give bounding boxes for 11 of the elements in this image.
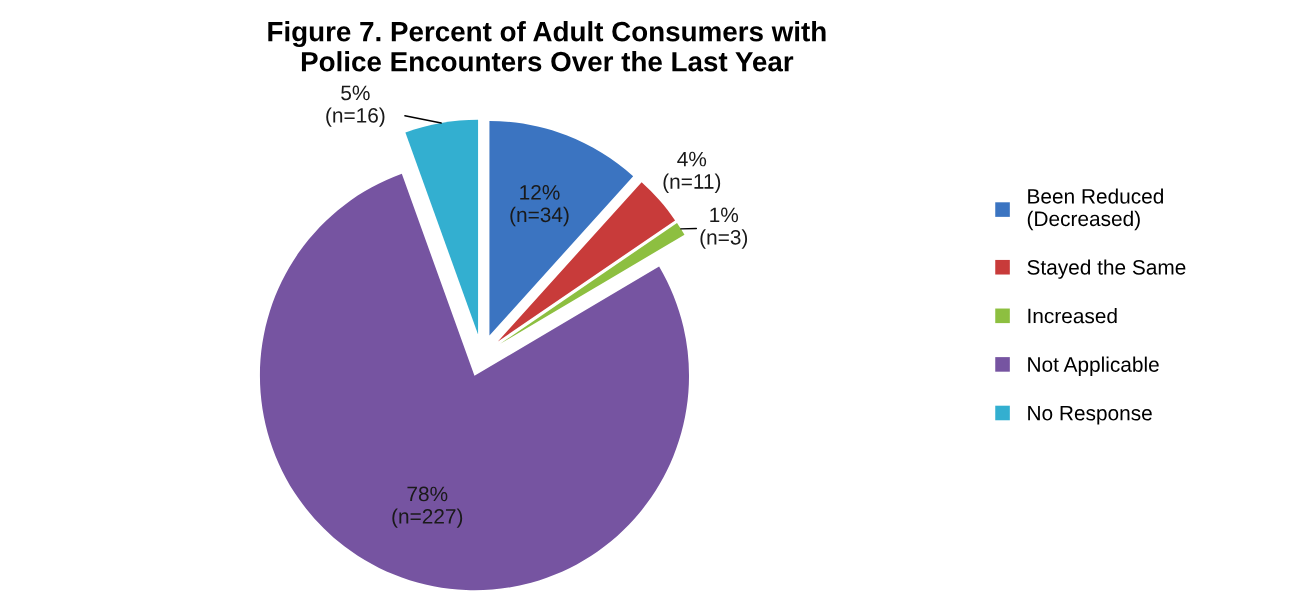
data-label: 78% (n=227)	[392, 486, 463, 528]
legend-label: Been Reduced (Decreased)	[1027, 188, 1163, 231]
legend-label: Not Applicable	[1028, 356, 1159, 377]
legend-label: Stayed the Same	[1027, 259, 1186, 279]
data-label: 1% (n=3)	[700, 207, 748, 249]
chart-title: Figure 7. Percent of Adult Consumers with Police Encounters Over the Last Year	[268, 21, 826, 72]
data-label: 4% (n=11)	[663, 151, 721, 193]
legend-label: Increased	[1028, 308, 1117, 324]
data-label: 12% (n=34)	[510, 184, 569, 227]
legend-label: No Response	[1028, 405, 1152, 425]
data-label: 5% (n=16)	[326, 85, 385, 127]
